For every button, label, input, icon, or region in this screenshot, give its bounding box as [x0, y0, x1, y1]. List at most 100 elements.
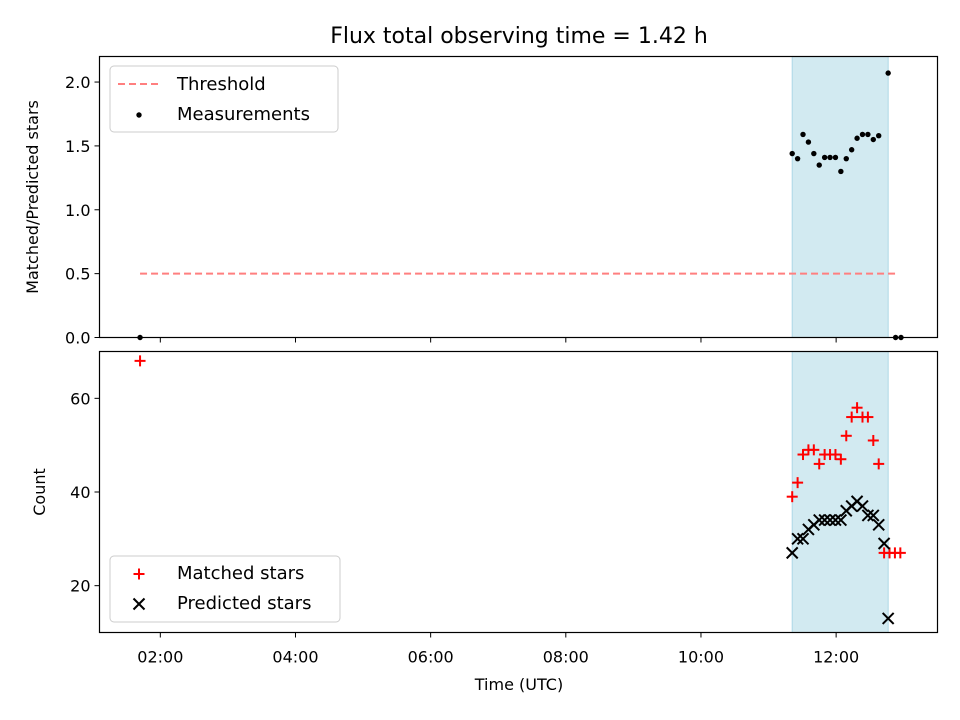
cross-stroke [881, 612, 895, 625]
matched-star-point [851, 402, 863, 414]
predicted-star-point [856, 499, 869, 513]
y-tick-label: 0.0 [65, 329, 90, 348]
measurement-point [832, 154, 839, 161]
top-y-axis-label: Matched/Predicted stars [23, 100, 42, 294]
bottom-observing-window [791, 351, 889, 633]
legend-predicted-label: Predicted stars [177, 593, 311, 614]
x-tick-label: 10:00 [678, 648, 724, 667]
cross-stroke [829, 513, 842, 527]
legend-plus-marker [133, 568, 145, 580]
measurement-point [811, 150, 817, 157]
predicted-star-point [823, 513, 837, 527]
matched-star-point [835, 453, 847, 465]
top-panel: 0.00.51.01.52.0 Matched/Predicted stars … [23, 55, 939, 348]
cross-stroke [785, 546, 799, 560]
legend-predicted-swatch [132, 597, 146, 611]
matched-star-point [134, 355, 146, 367]
measurement-point [800, 131, 806, 138]
legend-measurement-swatch [136, 112, 142, 118]
top-axes-frame [98, 55, 939, 339]
measurement-point [870, 136, 876, 143]
y-tick-label: 2.0 [65, 73, 90, 92]
predicted-star-point [834, 513, 848, 527]
cross-stroke [791, 532, 804, 546]
cross-stroke [856, 499, 869, 513]
legend-matched-label: Matched stars [177, 563, 304, 584]
predicted-star-point [813, 513, 826, 527]
cross-stroke [796, 532, 810, 546]
legend-threshold-label: Threshold [176, 74, 266, 95]
measurement-point [848, 147, 855, 153]
measurement-point [885, 70, 891, 76]
cross-stroke [872, 518, 885, 531]
legend-matched-swatch [133, 568, 145, 580]
cross-stroke [834, 513, 848, 527]
top-observing-window [791, 56, 889, 338]
measurement-point [859, 131, 866, 138]
predicted-star-point [877, 537, 891, 550]
cross-stroke [861, 509, 875, 522]
bottom-y-ticks: 20 40 60 [70, 389, 100, 596]
top-x-ticks [159, 337, 837, 343]
matched-star-point [867, 434, 879, 446]
predicted-star-point [785, 546, 799, 560]
measurement-point [816, 162, 822, 168]
measurement-point [805, 139, 812, 145]
bottom-legend-box [109, 555, 341, 623]
x-axis-label: Time (UTC) [474, 675, 563, 694]
matched-star-point [813, 458, 825, 470]
measurement-point [843, 155, 849, 162]
y-tick-label: 60 [70, 389, 90, 408]
predicted-star-point [829, 513, 842, 527]
matched-star-point [808, 444, 820, 456]
predicted-star-point [796, 532, 810, 546]
cross-stroke [877, 537, 891, 550]
measurement-point [794, 155, 801, 162]
predicted-star-point [818, 513, 831, 527]
predicted-star-point [867, 509, 880, 522]
measurement-points [137, 70, 904, 341]
cross-stroke [823, 513, 837, 527]
x-tick-label: 04:00 [272, 648, 318, 667]
cross-stroke [867, 509, 880, 522]
bottom-legend: Matched stars Predicted stars [109, 555, 341, 623]
matched-star-point [797, 449, 809, 461]
matched-star-point [792, 477, 804, 489]
legend-measurements-label: Measurements [177, 104, 310, 125]
matched-star-markers [134, 355, 906, 559]
matched-star-point [846, 411, 858, 423]
matched-star-point [862, 411, 874, 423]
predicted-star-point [791, 532, 804, 546]
x-tick-label: 12:00 [813, 648, 859, 667]
predicted-star-point [881, 612, 895, 625]
top-legend: Threshold Measurements [109, 65, 339, 133]
matched-star-point [840, 430, 852, 442]
y-tick-label: 1.0 [65, 201, 90, 220]
top-legend-box [109, 65, 339, 133]
legend-cross-marker [132, 597, 146, 611]
cross-stroke [818, 513, 831, 527]
measurement-point [854, 135, 860, 141]
matched-star-point [894, 547, 906, 559]
measurement-point [827, 154, 833, 161]
predicted-star-markers [785, 495, 895, 625]
predicted-star-point [861, 509, 875, 522]
matched-star-point [873, 458, 885, 470]
measurement-point [838, 168, 844, 175]
predicted-star-point [872, 518, 885, 531]
measurement-point [821, 154, 828, 161]
y-tick-label: 40 [70, 483, 90, 502]
chart-title: Flux total observing time = 1.42 h [330, 24, 708, 49]
y-tick-label: 1.5 [65, 137, 90, 156]
bottom-y-axis-label: Count [30, 468, 49, 516]
y-tick-label: 20 [70, 577, 90, 596]
bottom-panel: 20 40 60 02:00 04:00 06:00 08:00 10:00 12:00 Co… [30, 350, 939, 694]
cross-stroke [813, 513, 826, 527]
cross-stroke [132, 597, 146, 611]
x-tick-label: 08:00 [543, 648, 589, 667]
matched-star-point [786, 491, 798, 503]
measurement-point [789, 150, 795, 157]
measurement-point [865, 131, 871, 138]
x-tick-label: 02:00 [137, 648, 183, 667]
